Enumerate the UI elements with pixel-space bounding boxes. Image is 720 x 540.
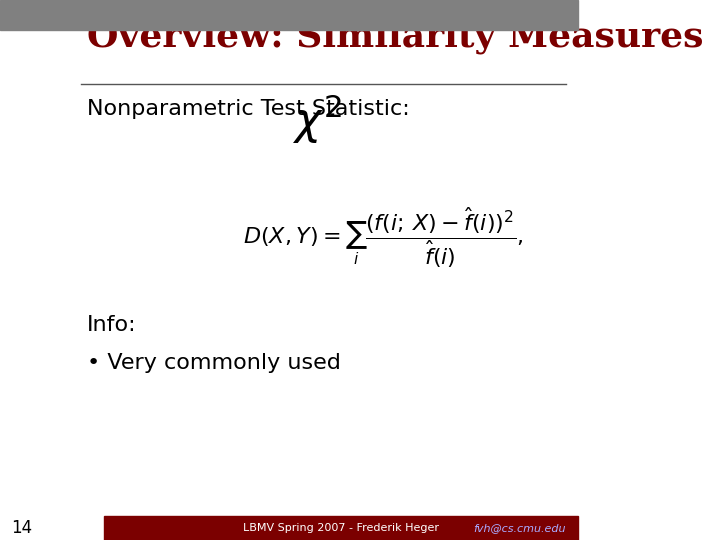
Text: LBMV Spring 2007 - Frederik Heger: LBMV Spring 2007 - Frederik Heger	[243, 523, 439, 533]
Text: Overview: Similarity Measures: Overview: Similarity Measures	[86, 19, 703, 54]
Text: fvh@cs.cmu.edu: fvh@cs.cmu.edu	[474, 523, 566, 533]
Text: $D(X, Y) = \sum_i \dfrac{(f(i;\, X) - \hat{f}(i))^2}{\hat{f}(i)},$: $D(X, Y) = \sum_i \dfrac{(f(i;\, X) - \h…	[243, 205, 523, 270]
Text: $\chi^2$: $\chi^2$	[293, 92, 342, 146]
Text: Info:: Info:	[86, 315, 136, 335]
Bar	[104, 516, 577, 540]
Text: • Very commonly used: • Very commonly used	[86, 353, 341, 373]
Text: Nonparametric Test Statistic:: Nonparametric Test Statistic:	[86, 99, 410, 119]
Text: 14: 14	[12, 519, 32, 537]
Bar	[0, 0, 577, 30]
